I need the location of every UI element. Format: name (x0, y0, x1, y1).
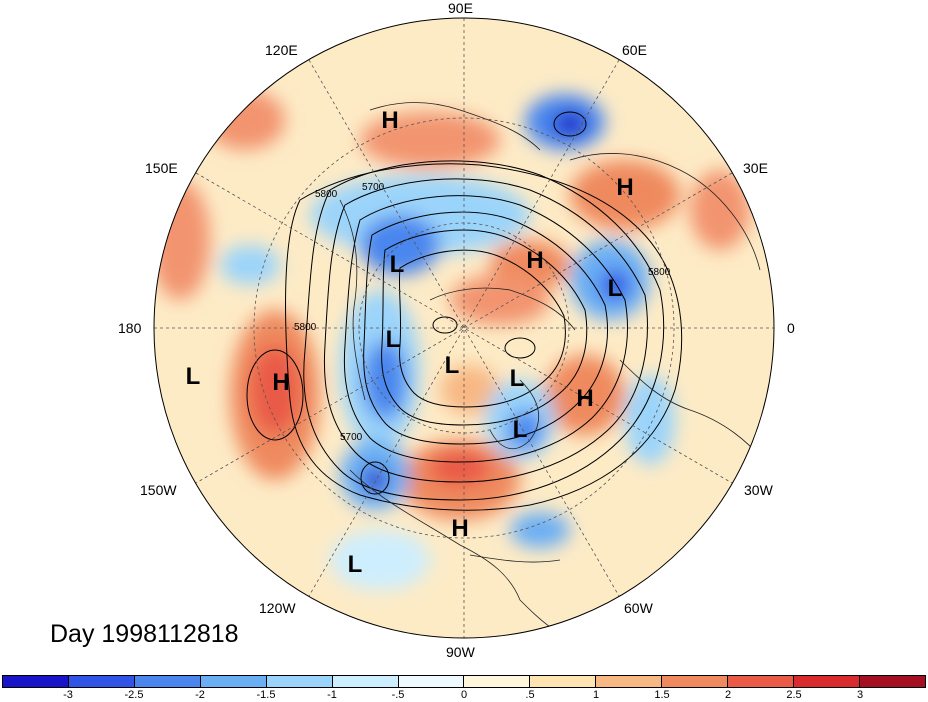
colorbar-swatch (332, 676, 399, 687)
contour-label-5800-a: 5800 (315, 189, 338, 200)
polar-map: H H H L L L L L H L H L H L 5800 5700 58… (153, 17, 775, 639)
low-marker-alaska: L (386, 326, 401, 353)
lon-120e: 120E (265, 42, 298, 58)
colorbar-tick-label: 0 (460, 689, 468, 701)
colorbar-tick-label: .5 (525, 689, 535, 701)
colorbar-swatch (728, 676, 795, 687)
low-marker-labrador: L (513, 416, 528, 443)
lon-150e: 150E (145, 160, 178, 176)
colorbar-tick-label: -1 (327, 689, 337, 701)
low-marker-siberia: L (390, 251, 405, 278)
low-marker-greenland: L (510, 365, 525, 392)
low-marker-east-pacific: L (348, 551, 363, 578)
lon-60e: 60E (622, 42, 647, 58)
contour-label-5700-b: 5700 (340, 432, 363, 443)
low-marker-pacific: L (186, 363, 201, 390)
colorbar-swatch (3, 676, 69, 687)
high-marker-pacific: H (272, 369, 289, 396)
colorbar-tick-label: 2 (724, 689, 732, 701)
low-marker-pole: L (445, 352, 460, 379)
colorbar-tick-label: 3 (856, 689, 864, 701)
colorbar-tick-label: -.5 (391, 689, 405, 701)
colorbar-tick-label: 1.5 (654, 689, 670, 701)
day-label: Day 1998112818 (50, 620, 239, 648)
anomaly-field (154, 18, 774, 638)
lon-150w: 150W (140, 482, 177, 498)
lon-60w: 60W (624, 600, 653, 616)
high-marker-europe: H (616, 174, 633, 201)
contour-label-5800-c: 5800 (294, 322, 317, 333)
colorbar-swatch (134, 676, 201, 687)
colorbar-swatch (794, 676, 860, 687)
colorbar-swatch (68, 676, 135, 687)
colorbar-swatch (398, 676, 465, 687)
colorbar-tick-label: -3 (63, 689, 73, 701)
high-marker-arctic: H (526, 247, 543, 274)
colorbar-swatch (200, 676, 267, 687)
colorbar-swatch (464, 676, 531, 687)
colorbar-swatch (859, 676, 925, 687)
lon-90e: 90E (448, 0, 473, 16)
colorbar-swatch (266, 676, 333, 687)
lon-30e: 30E (743, 160, 768, 176)
colorbar-swatch (596, 676, 663, 687)
map-boundary (153, 17, 775, 639)
colorbar-swatch (530, 676, 597, 687)
colorbar-tick-label: 2.5 (786, 689, 802, 701)
high-marker-north: H (381, 107, 398, 134)
colorbar: -3 -2.5 -2 -1.5 -1 -.5 0 .5 1 1.5 2 2.5 3 (0, 675, 928, 702)
lon-30w: 30W (744, 482, 773, 498)
colorbar-swatches (2, 675, 926, 688)
high-marker-atlantic: H (576, 385, 593, 412)
colorbar-tick-label: 1 (592, 689, 600, 701)
lon-90w: 90W (446, 644, 475, 660)
colorbar-tick-label: -1.5 (256, 689, 276, 701)
low-marker-scandinavia: L (608, 275, 623, 302)
contour-label-5800-b: 5800 (648, 267, 671, 278)
colorbar-swatch (662, 676, 729, 687)
lon-120w: 120W (259, 600, 296, 616)
lon-0: 0 (787, 320, 795, 336)
high-marker-gulf: H (451, 515, 468, 542)
lon-180: 180 (118, 320, 142, 336)
colorbar-tick-label: -2 (195, 689, 205, 701)
colorbar-tick-label: -2.5 (124, 689, 144, 701)
coastlines (339, 102, 771, 638)
contour-label-5700-a: 5700 (362, 182, 385, 193)
graticule (154, 18, 774, 638)
